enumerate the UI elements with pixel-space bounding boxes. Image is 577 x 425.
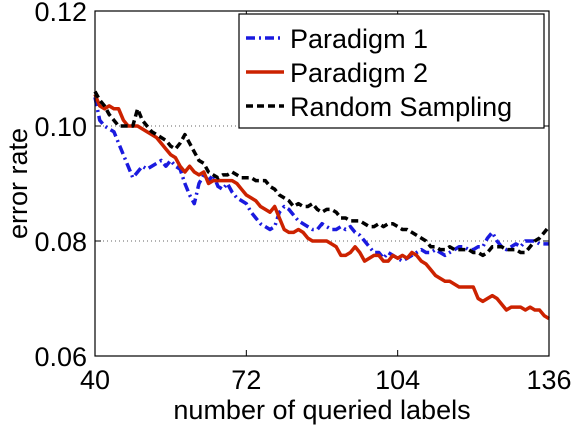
x-tick-label: 136 — [526, 365, 571, 395]
x-axis-label: number of queried labels — [173, 395, 470, 425]
series-line-random-sampling — [93, 90, 551, 258]
y-tick-label: 0.06 — [34, 342, 87, 372]
legend-label: Paradigm 1 — [290, 24, 428, 54]
series-line-paradigm-1 — [93, 96, 549, 263]
y-axis-label: error rate — [3, 128, 33, 239]
legend: Paradigm 1 Paradigm 2 Random Sampling — [238, 13, 545, 129]
x-tick-label: 104 — [375, 365, 420, 395]
legend-label: Paradigm 2 — [290, 58, 428, 88]
legend-label: Random Sampling — [290, 92, 512, 122]
series-line-paradigm-2 — [93, 93, 550, 321]
y-tick-label: 0.12 — [34, 0, 87, 27]
legend-box — [238, 13, 545, 129]
x-tick-label: 72 — [231, 365, 261, 395]
y-tick-label: 0.10 — [34, 112, 87, 142]
series-lines — [93, 90, 551, 321]
x-tick-label: 40 — [80, 365, 110, 395]
plot-frame — [94, 10, 550, 357]
y-tick-label: 0.08 — [34, 227, 87, 257]
axis-ticks: 40 72 104 136 0.06 0.08 0.10 0.12 — [34, 0, 571, 395]
